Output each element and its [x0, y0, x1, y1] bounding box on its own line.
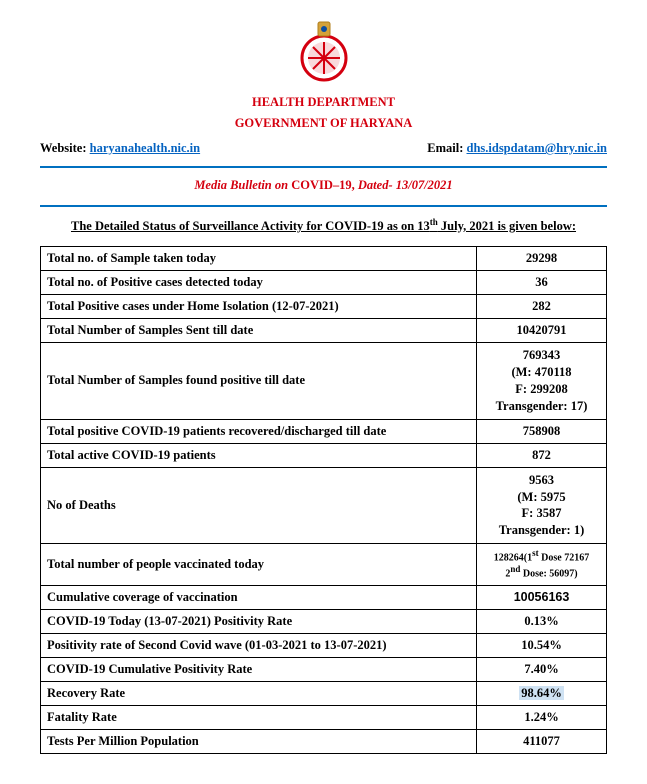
contact-row: Website: haryanahealth.nic.in Email: dhs… — [40, 141, 607, 156]
row-value: 411077 — [477, 729, 607, 753]
bulletin-title: Media Bulletin on COVID–19, Dated- 13/07… — [40, 178, 607, 193]
table-row: Total Positive cases under Home Isolatio… — [41, 295, 607, 319]
pos-total: 769343 — [523, 348, 561, 362]
row-label: Total number of people vaccinated today — [41, 544, 477, 586]
row-value-highlight: 98.64% — [477, 681, 607, 705]
row-value: 872 — [477, 443, 607, 467]
row-label: Cumulative coverage of vaccination — [41, 585, 477, 609]
row-value: 282 — [477, 295, 607, 319]
vacc-d2-post: Dose: 56097) — [520, 569, 577, 580]
divider-top — [40, 166, 607, 168]
row-label: Total active COVID-19 patients — [41, 443, 477, 467]
table-row: COVID-19 Today (13-07-2021) Positivity R… — [41, 609, 607, 633]
row-value: 29298 — [477, 247, 607, 271]
section-title-pre: The Detailed Status of Surveillance Acti… — [71, 219, 430, 233]
table-row: Total active COVID-19 patients 872 — [41, 443, 607, 467]
deaths-t: Transgender: 1) — [499, 523, 585, 537]
bulletin-dated: Dated- 13/07/2021 — [355, 178, 453, 192]
email-link[interactable]: dhs.idspdatam@hry.nic.in — [467, 141, 608, 155]
row-label: Total no. of Sample taken today — [41, 247, 477, 271]
table-row: Total no. of Positive cases detected tod… — [41, 271, 607, 295]
row-label: Tests Per Million Population — [41, 729, 477, 753]
row-value: 758908 — [477, 419, 607, 443]
row-value: 1.24% — [477, 705, 607, 729]
row-label: Fatality Rate — [41, 705, 477, 729]
row-value: 10.54% — [477, 633, 607, 657]
deaths-m: (M: 5975 — [517, 490, 565, 504]
row-value-multiline: 769343 (M: 470118 F: 299208 Transgender:… — [477, 343, 607, 420]
email-label: Email: — [427, 141, 466, 155]
emblem-wrap — [40, 20, 607, 89]
row-value-vacc: 128264(1st Dose 72167 2nd Dose: 56097) — [477, 544, 607, 586]
pos-t: Transgender: 17) — [496, 399, 588, 413]
row-label: Total Positive cases under Home Isolatio… — [41, 295, 477, 319]
bulletin-prefix: Media Bulletin on — [194, 178, 291, 192]
page: HEALTH DEPARTMENT GOVERNMENT OF HARYANA … — [0, 0, 647, 784]
dept-title: HEALTH DEPARTMENT — [40, 95, 607, 110]
row-label: No of Deaths — [41, 467, 477, 544]
vacc-d2-sup: nd — [510, 564, 520, 574]
deaths-total: 9563 — [529, 473, 554, 487]
row-label: COVID-19 Cumulative Positivity Rate — [41, 657, 477, 681]
row-label: Total positive COVID-19 patients recover… — [41, 419, 477, 443]
govt-emblem-icon — [292, 20, 356, 89]
table-row: Tests Per Million Population 411077 — [41, 729, 607, 753]
row-label: Recovery Rate — [41, 681, 477, 705]
row-value: 0.13% — [477, 609, 607, 633]
row-value: 36 — [477, 271, 607, 295]
table-row: No of Deaths 9563 (M: 5975 F: 3587 Trans… — [41, 467, 607, 544]
table-row: Total no. of Sample taken today 29298 — [41, 247, 607, 271]
row-label: Positivity rate of Second Covid wave (01… — [41, 633, 477, 657]
table-row: Total Number of Samples Sent till date 1… — [41, 319, 607, 343]
vacc-total: 128264 — [494, 552, 524, 563]
row-label: Total Number of Samples Sent till date — [41, 319, 477, 343]
table-row: Positivity rate of Second Covid wave (01… — [41, 633, 607, 657]
table-row: Total positive COVID-19 patients recover… — [41, 419, 607, 443]
govt-title: GOVERNMENT OF HARYANA — [40, 116, 607, 131]
website: Website: haryanahealth.nic.in — [40, 141, 200, 156]
recovery-rate-value: 98.64% — [519, 686, 564, 700]
row-value: 7.40% — [477, 657, 607, 681]
section-title: The Detailed Status of Surveillance Acti… — [40, 217, 607, 234]
table-row: Recovery Rate 98.64% — [41, 681, 607, 705]
divider-bottom — [40, 205, 607, 207]
row-label: COVID-19 Today (13-07-2021) Positivity R… — [41, 609, 477, 633]
section-title-post: July, 2021 is given below: — [438, 219, 576, 233]
deaths-f: F: 3587 — [522, 506, 562, 520]
pos-f: F: 299208 — [515, 382, 567, 396]
website-link[interactable]: haryanahealth.nic.in — [90, 141, 200, 155]
section-title-sup: th — [430, 217, 438, 227]
row-value: 10056163 — [477, 585, 607, 609]
row-value: 10420791 — [477, 319, 607, 343]
table-row: COVID-19 Cumulative Positivity Rate 7.40… — [41, 657, 607, 681]
row-label: Total no. of Positive cases detected tod… — [41, 271, 477, 295]
row-value-multiline: 9563 (M: 5975 F: 3587 Transgender: 1) — [477, 467, 607, 544]
website-label: Website: — [40, 141, 90, 155]
table-row: Cumulative coverage of vaccination 10056… — [41, 585, 607, 609]
data-table: Total no. of Sample taken today 29298 To… — [40, 246, 607, 754]
table-row: Total Number of Samples found positive t… — [41, 343, 607, 420]
vacc-d1-post: Dose 72167 — [539, 552, 590, 563]
email: Email: dhs.idspdatam@hry.nic.in — [427, 141, 607, 156]
row-label: Total Number of Samples found positive t… — [41, 343, 477, 420]
table-row: Fatality Rate 1.24% — [41, 705, 607, 729]
pos-m: (M: 470118 — [511, 365, 571, 379]
bulletin-covid: COVID–19, — [291, 178, 355, 192]
vacc-d1-pre: (1 — [524, 552, 532, 563]
table-row: Total number of people vaccinated today … — [41, 544, 607, 586]
